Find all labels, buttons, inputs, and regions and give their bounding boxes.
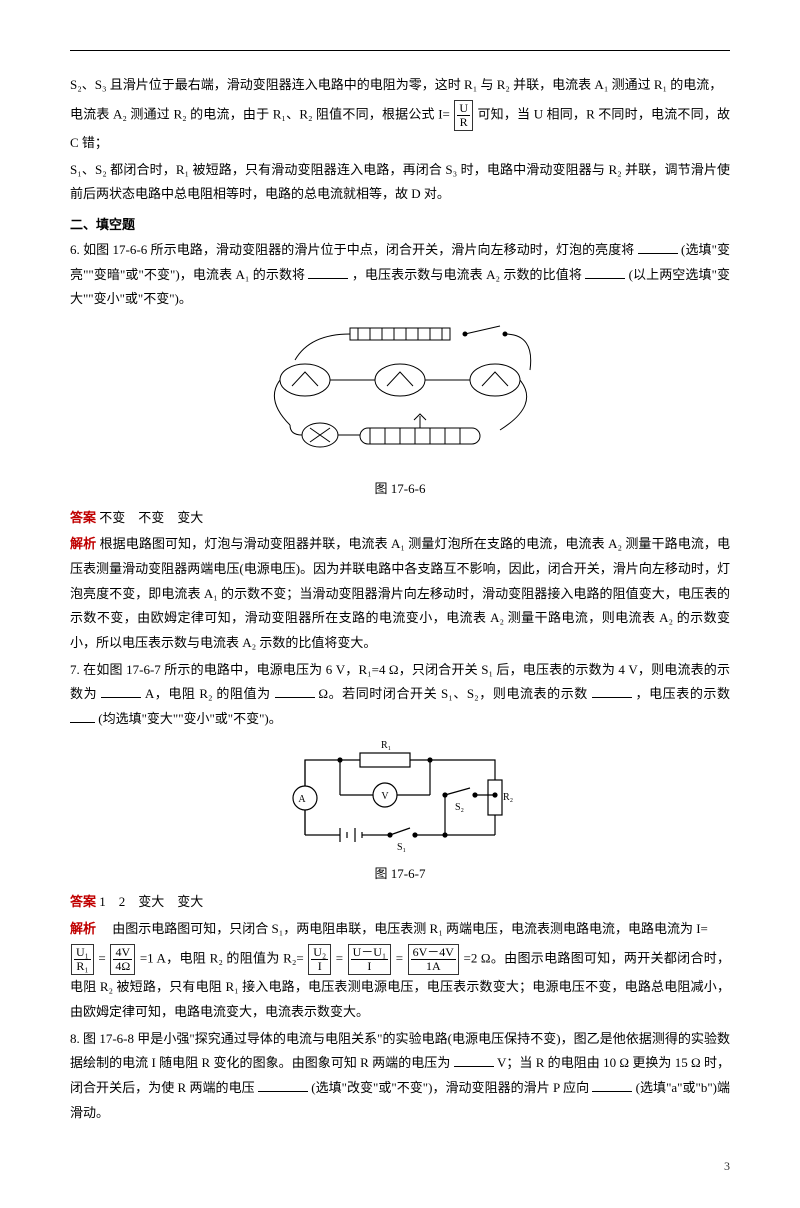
q8-blank-2 <box>258 1079 308 1092</box>
frac-den: 4Ω <box>113 960 132 973</box>
header-rule <box>70 50 730 51</box>
eq: = <box>336 950 343 965</box>
frac-den: I <box>311 960 328 973</box>
q6-blank-1 <box>638 241 678 254</box>
carryover-2a: 电流表 A₂ 测通过 R₂ 的电流，由于 R₁、R₂ 阻值不同，根据公式 I= <box>70 106 450 121</box>
figure-17-6-7: R₁ A V R₂ S₂ S₁ <box>70 740 730 860</box>
page-number: 3 <box>70 1155 730 1178</box>
frac-num: 4V <box>113 946 132 960</box>
answer-label: 答案 <box>70 894 96 909</box>
frac-den: I <box>351 960 389 973</box>
q6-blank-2 <box>308 266 348 279</box>
label-s1: S₁ <box>397 842 406 853</box>
frac-uu1-i: U－U₁ I <box>348 944 392 975</box>
q7-exp-seg1: 由图示电路图可知，只闭合 S₁，两电阻串联，电压表测 R₁ 两端电压，电流表测电… <box>99 921 708 936</box>
section-heading: 二、填空题 <box>70 213 730 238</box>
label-s2: S₂ <box>455 802 464 813</box>
q6-seg-3: ，电压表示数与电流表 A₂ 示数的比值将 <box>352 267 582 282</box>
frac-u2-i: U₂ I <box>308 944 331 975</box>
q7-blank-2 <box>275 685 315 698</box>
q6-answer: 不变 不变 变大 <box>99 510 203 525</box>
q7-blank-1 <box>101 685 141 698</box>
q7-exp-seg2: =1 A，电阻 R₂ 的阻值为 R₂= <box>140 950 304 965</box>
q7-answer-line: 答案 1 2 变大 变大 <box>70 890 730 915</box>
circuit-schematic-1767: R₁ A V R₂ S₂ S₁ <box>285 740 515 860</box>
label-a: A <box>298 794 306 805</box>
explanation-label: 解析 <box>70 921 96 936</box>
q6-answer-line: 答案 不变 不变 变大 <box>70 506 730 531</box>
frac-den: R <box>457 116 470 129</box>
frac-den: 1A <box>411 960 456 973</box>
q7-blank-3 <box>592 685 632 698</box>
q7-seg-3: Ω。若同时闭合开关 S₁、S₂，则电流表的示数 <box>318 686 588 701</box>
eq: = <box>98 950 105 965</box>
frac-num: 6V－4V <box>411 946 456 960</box>
q8-blank-1 <box>454 1054 494 1067</box>
frac-6v4v-1a: 6V－4V 1A <box>408 944 459 975</box>
q7-seg-2: A，电阻 R₂ 的阻值为 <box>145 686 271 701</box>
q7-answer: 1 2 变大 变大 <box>99 894 203 909</box>
frac-num: U－U₁ <box>351 946 389 960</box>
frac-4v-4ohm: 4V 4Ω <box>110 944 135 975</box>
q7-seg-4: ，电压表的示数 <box>636 686 730 701</box>
frac-num: U₂ <box>311 946 328 960</box>
circuit-sketch-1766 <box>250 320 550 475</box>
carryover-line-1: S₂、S₃ 且滑片位于最右端，滑动变阻器连入电路中的电阻为零，这时 R₁ 与 R… <box>70 73 730 98</box>
label-r2: R₂ <box>503 792 513 803</box>
q6-explanation: 解析 根据电路图可知，灯泡与滑动变阻器并联，电流表 A₁ 测量灯泡所在支路的电流… <box>70 532 730 655</box>
q6-text: 6. 如图 17-6-6 所示电路，滑动变阻器的滑片位于中点，闭合开关，滑片向左… <box>70 238 730 312</box>
q7-blank-4 <box>70 710 95 723</box>
fraction-u-over-r: U R <box>454 100 473 131</box>
eq: = <box>396 950 403 965</box>
frac-num: U₁ <box>74 946 91 960</box>
frac-num: U <box>457 102 470 116</box>
q7-text: 7. 在如图 17-6-7 所示的电路中，电源电压为 6 V，R₁=4 Ω，只闭… <box>70 658 730 732</box>
fig-1766-caption: 图 17-6-6 <box>70 477 730 502</box>
q6-explanation-text: 根据电路图可知，灯泡与滑动变阻器并联，电流表 A₁ 测量灯泡所在支路的电流，电流… <box>70 536 730 650</box>
explanation-label: 解析 <box>70 536 96 551</box>
figure-17-6-6 <box>70 320 730 475</box>
carryover-line-2: 电流表 A₂ 测通过 R₂ 的电流，由于 R₁、R₂ 阻值不同，根据公式 I= … <box>70 100 730 156</box>
answer-label: 答案 <box>70 510 96 525</box>
q6-seg-1: 6. 如图 17-6-6 所示电路，滑动变阻器的滑片位于中点，闭合开关，滑片向左… <box>70 242 634 257</box>
q6-blank-3 <box>585 266 625 279</box>
label-r1: R₁ <box>381 740 391 751</box>
fig-1767-caption: 图 17-6-7 <box>70 862 730 887</box>
q7-explanation-1: 解析 由图示电路图可知，只闭合 S₁，两电阻串联，电压表测 R₁ 两端电压，电流… <box>70 917 730 942</box>
frac-den: R₁ <box>74 960 91 973</box>
q8-text: 8. 图 17-6-8 甲是小强"探究通过导体的电流与电阻关系"的实验电路(电源… <box>70 1027 730 1126</box>
carryover-line-3: S₁、S₂ 都闭合时，R₁ 被短路，只有滑动变阻器连入电路，再闭合 S₃ 时，电… <box>70 158 730 207</box>
q8-seg-3: (选填"改变"或"不变")，滑动变阻器的滑片 P 应向 <box>311 1080 589 1095</box>
q8-blank-3 <box>592 1079 632 1092</box>
label-v: V <box>381 791 389 802</box>
q7-seg-5: (均选填"变大""变小"或"不变")。 <box>98 711 282 726</box>
q7-explanation-2: U₁ R₁ = 4V 4Ω =1 A，电阻 R₂ 的阻值为 R₂= U₂ I =… <box>70 944 730 1025</box>
frac-u1-r1: U₁ R₁ <box>71 944 94 975</box>
